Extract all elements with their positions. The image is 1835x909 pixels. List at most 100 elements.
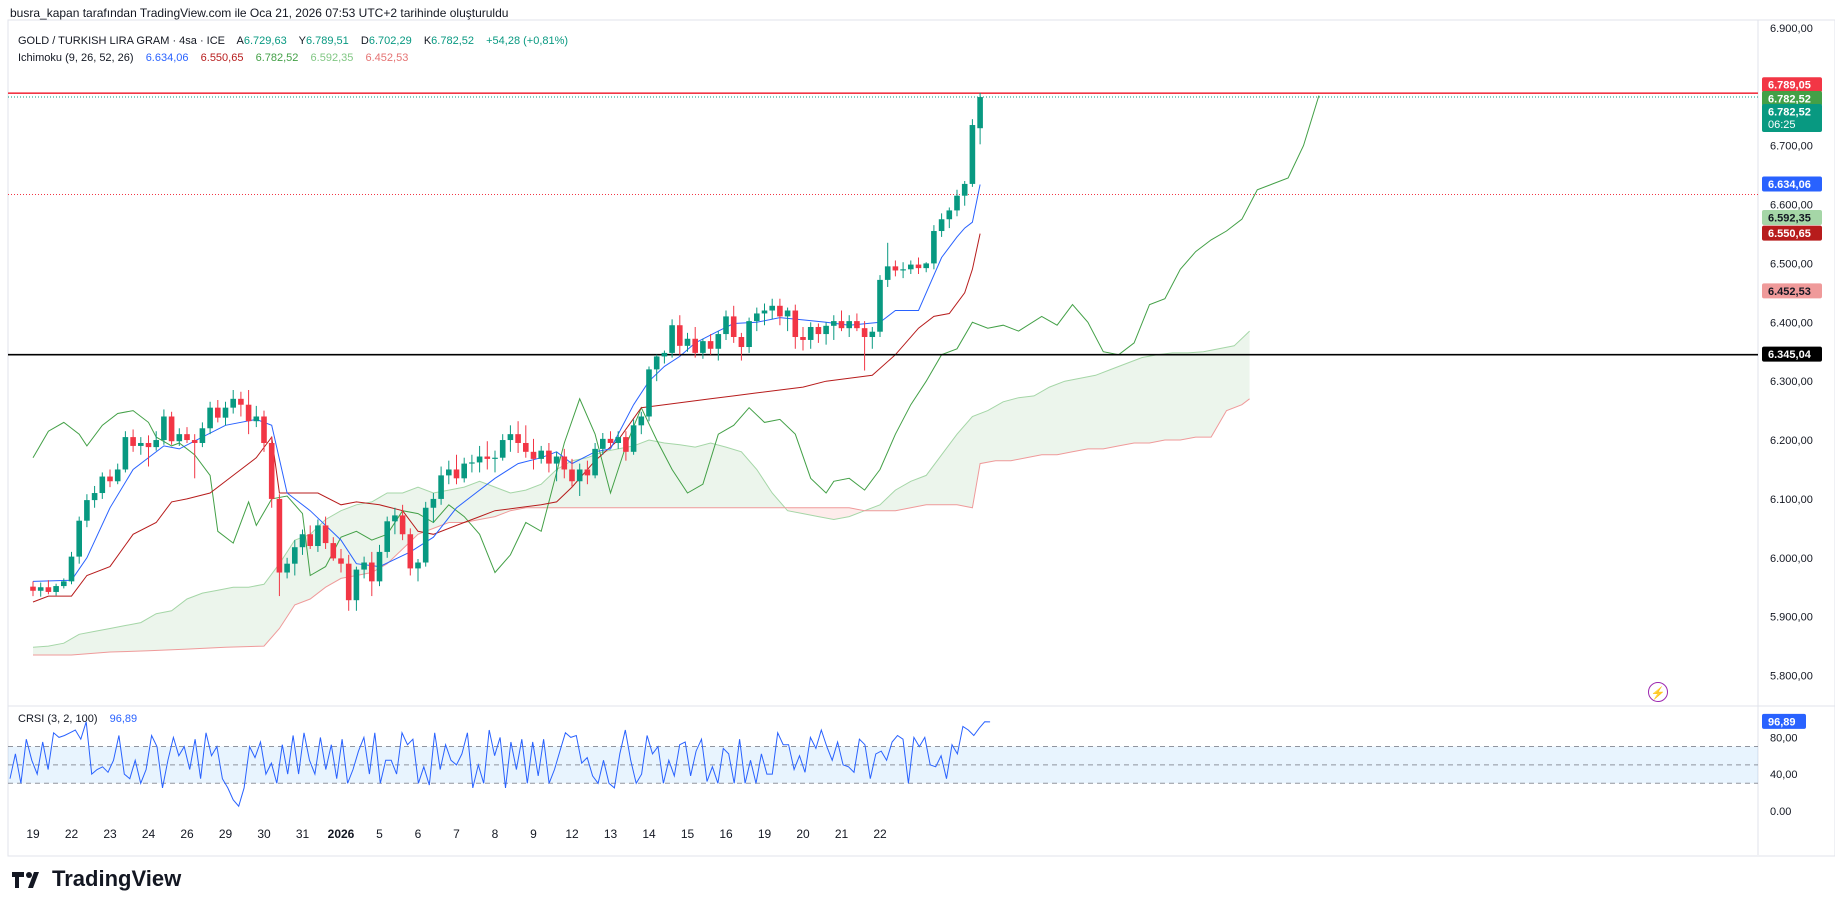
- candle-body: [184, 434, 190, 441]
- lightning-icon[interactable]: ⚡: [1648, 682, 1668, 702]
- price-label: 6.345,04: [1768, 349, 1812, 361]
- time-axis-tick: 22: [65, 827, 79, 841]
- candle-body: [653, 356, 660, 370]
- ichimoku-legend: Ichimoku (9, 26, 52, 26) 6.634,06 6.550,…: [18, 52, 408, 64]
- candle-body: [969, 125, 976, 184]
- brand-logo[interactable]: TradingView: [10, 866, 181, 892]
- candle-body: [561, 456, 568, 470]
- brand-name: TradingView: [52, 866, 182, 891]
- time-axis-tick: 31: [296, 827, 310, 841]
- candle-body: [392, 515, 398, 522]
- time-axis-tick: 26: [180, 827, 194, 841]
- candle-body: [938, 219, 945, 232]
- candle-body: [30, 586, 36, 591]
- low-label: D: [360, 35, 369, 47]
- candle-body: [815, 326, 822, 335]
- candle-body: [846, 321, 852, 329]
- time-axis-tick: 14: [642, 827, 656, 841]
- time-axis-tick: 9: [530, 827, 537, 841]
- candle-body: [315, 525, 321, 547]
- candle-body: [515, 434, 521, 443]
- candle-body: [238, 398, 244, 405]
- candle-body: [330, 543, 337, 559]
- time-axis-tick: 20: [796, 827, 810, 841]
- price-label-box: [1762, 283, 1822, 299]
- candle-body: [723, 316, 729, 335]
- candle-body: [215, 407, 221, 418]
- time-axis-tick: 13: [604, 827, 618, 841]
- price-label: 6.782,52: [1768, 94, 1811, 106]
- price-axis-tick: 6.700,00: [1770, 141, 1813, 153]
- time-axis-tick: 16: [719, 827, 733, 841]
- candle-body: [145, 442, 152, 448]
- candle-body: [792, 310, 799, 338]
- candle-body: [530, 451, 537, 459]
- crsi-label[interactable]: CRSI (3, 2, 100): [18, 713, 98, 725]
- candle-body: [168, 416, 175, 442]
- candle-body: [838, 321, 845, 329]
- time-axis-tick: 8: [492, 827, 499, 841]
- candle-body: [630, 425, 637, 452]
- ichimoku-leading-span-a: [32, 330, 1250, 648]
- candle-body: [446, 469, 452, 476]
- candle-body: [892, 266, 899, 271]
- time-axis-tick: 2026: [328, 827, 355, 841]
- high-value: 6.789,51: [305, 35, 349, 47]
- candle-body: [600, 438, 606, 449]
- time-axis-tick: 5: [376, 827, 383, 841]
- candle-body: [292, 547, 298, 564]
- candle-body: [230, 398, 236, 408]
- ichimoku-conversion-value: 6.634,06: [145, 52, 189, 64]
- candle-body: [407, 534, 414, 569]
- ichimoku-cloud-bearish-1: [787, 507, 861, 520]
- time-axis-tick: 19: [26, 827, 40, 841]
- candle-body: [245, 404, 252, 422]
- candle-body: [122, 437, 129, 470]
- price-axis-tick: 6.100,00: [1770, 494, 1813, 506]
- price-label-box: [1762, 346, 1822, 362]
- candle-body: [584, 469, 591, 476]
- candle-body: [877, 279, 883, 332]
- change-value: +54,28 (+0,81%): [486, 35, 569, 47]
- candle-body: [576, 469, 583, 482]
- candle-body: [769, 305, 775, 311]
- ichimoku-label[interactable]: Ichimoku (9, 26, 52, 26): [18, 52, 134, 64]
- candle-body: [469, 462, 475, 464]
- candle-body: [461, 463, 467, 479]
- candle-body: [114, 469, 121, 482]
- candle-body: [592, 448, 598, 476]
- candle-body: [376, 551, 383, 582]
- candle-body: [338, 558, 344, 564]
- chart-frame: [7, 19, 1835, 857]
- candle-body: [37, 587, 44, 591]
- crsi-axis-tick: 40,00: [1770, 769, 1798, 781]
- candle-body: [261, 416, 267, 443]
- ichimoku-span-a-value: 6.592,35: [310, 52, 354, 64]
- candle-body: [345, 563, 352, 601]
- crsi-line: [9, 721, 991, 808]
- candle-body: [692, 338, 698, 353]
- candle-body: [638, 416, 645, 426]
- crsi-current-box: [1762, 713, 1806, 729]
- price-axis-tick: 6.900,00: [1770, 23, 1813, 35]
- candle-body: [761, 310, 768, 314]
- ichimoku-base-line: [32, 233, 981, 603]
- ichimoku-lagging-span: [32, 95, 1320, 577]
- candle-body: [422, 507, 429, 563]
- candle-body: [476, 456, 483, 463]
- time-axis-tick: 7: [453, 827, 460, 841]
- ichimoku-span-b-value: 6.452,53: [365, 52, 409, 64]
- candle-body: [538, 450, 544, 459]
- candle-body: [384, 521, 390, 552]
- candle-body: [931, 231, 937, 264]
- candle-body: [854, 321, 860, 329]
- ichimoku-cloud-bullish-2: [864, 331, 1250, 511]
- candle-body: [615, 437, 621, 443]
- symbol-name[interactable]: GOLD / TURKISH LIRA GRAM · 4sa · ICE: [18, 35, 226, 47]
- candle-body: [669, 325, 675, 353]
- candle-body: [45, 587, 52, 592]
- candle-body: [746, 321, 752, 348]
- close-value: 6.782,52: [431, 35, 474, 47]
- candle-body: [831, 321, 837, 326]
